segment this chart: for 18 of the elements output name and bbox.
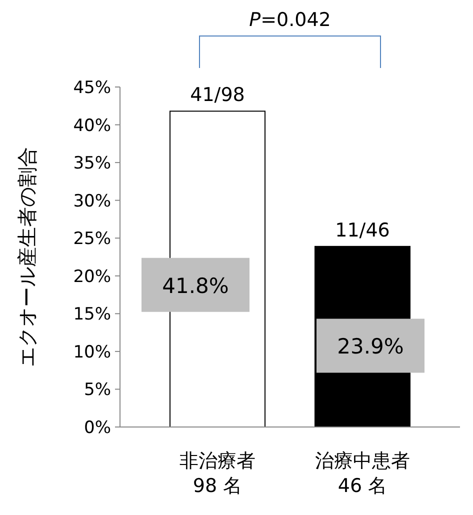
y-tick-label: 35% xyxy=(73,154,111,174)
y-tick-label: 5% xyxy=(84,380,111,400)
text: P=0.042 xyxy=(249,9,331,31)
y-tick-label: 15% xyxy=(73,304,111,325)
annotation: 11/46 xyxy=(335,219,390,242)
y-tick-label: 25% xyxy=(73,229,111,250)
x-tick-label: 治療中患者 46 名 xyxy=(315,450,410,497)
y-axis-title: エクオール産生者の割合 xyxy=(15,147,39,367)
y-tick-label: 30% xyxy=(73,191,111,212)
y-tick-label: 40% xyxy=(73,116,111,136)
y-tick-label: 0% xyxy=(84,418,111,438)
data-label: 41.8% xyxy=(162,274,229,298)
annotation: 41/98 xyxy=(190,84,245,106)
y-tick-label: 45% xyxy=(73,78,111,98)
y-tick-label: 10% xyxy=(73,342,111,362)
data-label: 23.9% xyxy=(337,334,404,359)
x-tick-label: 非治療者 98 名 xyxy=(180,450,256,497)
y-tick-label: 20% xyxy=(73,266,111,287)
